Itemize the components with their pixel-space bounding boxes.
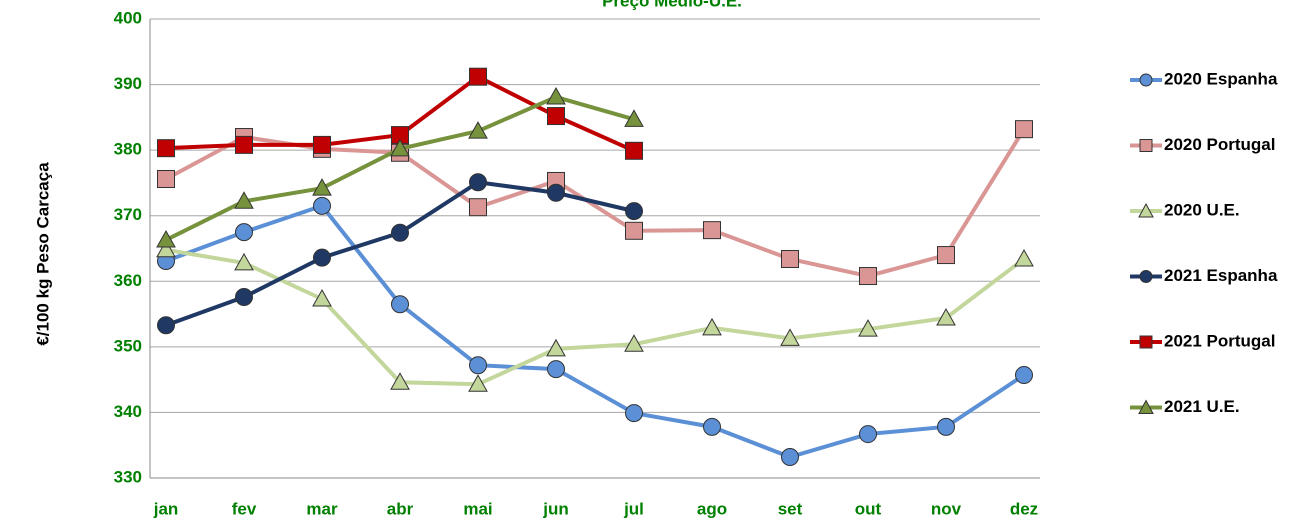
x-tick-label: abr (387, 499, 414, 518)
x-tick-label: ago (697, 499, 727, 518)
point (625, 202, 643, 221)
point (1014, 248, 1034, 267)
legend-marker (1139, 335, 1153, 349)
point (859, 425, 877, 444)
point (781, 448, 799, 467)
point (390, 138, 410, 157)
point (157, 316, 175, 335)
x-tick-label: fev (232, 499, 257, 518)
chart-title: Preço Médio-U.E. (602, 0, 742, 10)
legend-marker (1139, 139, 1153, 152)
point (546, 338, 566, 357)
y-tick-label: 360 (114, 271, 142, 290)
x-tick-label: jan (153, 499, 179, 518)
legend-label: 2021 Portugal (1164, 331, 1276, 350)
x-tick-label: mai (463, 499, 492, 518)
legend-marker (1138, 202, 1154, 218)
point (546, 87, 566, 105)
y-tick-label: 370 (114, 205, 142, 224)
point (547, 107, 565, 126)
point (780, 328, 800, 346)
y-tick-label: 390 (114, 74, 142, 93)
legend-marker (1138, 399, 1154, 414)
point (937, 417, 955, 436)
y-tick-label: 380 (114, 140, 142, 159)
y-tick-label: 330 (114, 467, 142, 486)
point (625, 404, 643, 423)
x-tick-label: jun (542, 499, 569, 518)
point (468, 121, 488, 139)
point (859, 267, 877, 286)
point (312, 288, 332, 307)
legend-marker (1139, 73, 1153, 87)
point (858, 319, 878, 337)
legend-marker (1139, 270, 1153, 283)
point (937, 246, 955, 265)
point (391, 295, 409, 314)
point (234, 252, 254, 271)
x-tick-label: nov (931, 499, 962, 518)
point (781, 249, 799, 268)
legend-label: 2020 U.E. (1164, 200, 1240, 219)
point (391, 223, 409, 242)
point (625, 221, 643, 240)
point (703, 417, 721, 436)
legend-label: 2020 Espanha (1164, 69, 1278, 88)
legend-label: 2021 Espanha (1164, 266, 1278, 285)
point (624, 334, 644, 352)
point (1015, 366, 1033, 385)
series-line (165, 247, 1026, 387)
point (312, 178, 332, 196)
point (235, 135, 253, 154)
point (313, 196, 331, 215)
point (234, 191, 254, 209)
point (157, 139, 175, 158)
point (1015, 120, 1033, 139)
legend-label: 2020 Portugal (1164, 135, 1276, 154)
point (468, 374, 488, 392)
x-tick-label: out (855, 499, 882, 518)
point (313, 248, 331, 267)
point (390, 372, 410, 390)
point (469, 356, 487, 375)
point (936, 307, 956, 326)
point (313, 135, 331, 154)
x-tick-label: set (778, 499, 803, 518)
legend-label: 2021 U.E. (1164, 397, 1240, 416)
y-tick-label: 350 (114, 336, 142, 355)
point (703, 221, 721, 240)
point (235, 223, 253, 242)
point (157, 169, 175, 188)
point (547, 183, 565, 202)
point (469, 67, 487, 86)
x-tick-label: dez (1010, 499, 1038, 518)
y-tick-label: 340 (114, 402, 142, 421)
point (469, 198, 487, 217)
point (235, 288, 253, 307)
point (156, 229, 176, 248)
point (702, 317, 722, 336)
x-tick-label: mar (306, 499, 338, 518)
point (624, 109, 644, 127)
series-line (165, 203, 1026, 460)
y-axis-label: €/100 kg Peso Carcaça (33, 162, 52, 346)
y-tick-label: 400 (114, 8, 142, 27)
point (547, 360, 565, 379)
point (156, 239, 176, 258)
point (469, 173, 487, 192)
point (625, 141, 643, 160)
x-tick-label: jul (623, 499, 644, 518)
